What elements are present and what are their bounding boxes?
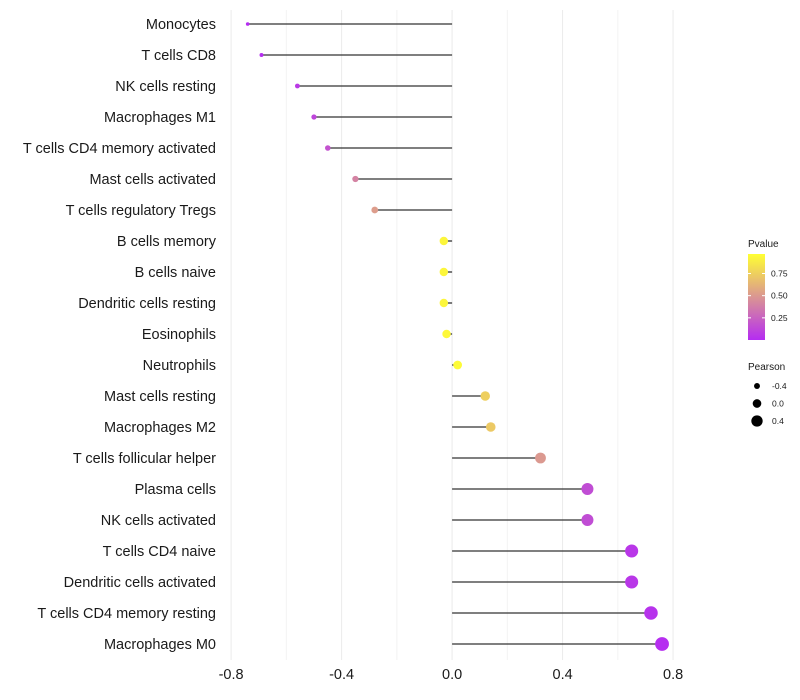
x-tick-label: 0.8 xyxy=(663,667,683,683)
category-label: Macrophages M2 xyxy=(104,420,216,436)
pearson-legend-title: Pearson xyxy=(748,362,785,373)
point-b-cells-naive xyxy=(439,267,449,277)
point-t-cells-cd4-naive xyxy=(625,544,639,558)
category-label: Mast cells resting xyxy=(104,389,216,405)
pearson-legend-label: -0.4 xyxy=(772,381,787,391)
point-monocytes xyxy=(245,22,250,26)
pearson-legend-label: 0.0 xyxy=(772,399,784,409)
point-t-cells-cd8 xyxy=(259,53,264,57)
pvalue-legend-label: 0.50 xyxy=(771,291,788,301)
stem-layer xyxy=(247,23,663,645)
pvalue-colorbar xyxy=(748,254,765,340)
point-eosinophils xyxy=(442,329,451,339)
point-macrophages-m1 xyxy=(311,114,317,120)
category-label: Dendritic cells resting xyxy=(78,296,216,312)
point-nk-cells-activated xyxy=(581,514,594,526)
pearson-legend-label: 0.4 xyxy=(772,416,784,426)
point-dendritic-cells-resting xyxy=(439,298,449,308)
category-label: NK cells activated xyxy=(101,513,216,529)
point-macrophages-m0 xyxy=(655,637,669,651)
x-tick-label: 0.4 xyxy=(553,667,573,683)
category-label: T cells follicular helper xyxy=(73,451,216,467)
point-t-cells-regulatory-tregs xyxy=(371,206,379,214)
category-label: Monocytes xyxy=(146,17,216,33)
category-label: Macrophages M1 xyxy=(104,110,216,126)
category-label: NK cells resting xyxy=(115,79,216,95)
pvalue-legend-ticks: 0.25 0.50 0.75 xyxy=(748,269,788,323)
category-label: Dendritic cells activated xyxy=(64,575,216,591)
pearson-legend-key xyxy=(752,399,762,408)
point-layer xyxy=(245,22,669,651)
pvalue-legend-label: 0.25 xyxy=(771,313,788,323)
pearson-legend-key xyxy=(754,383,760,389)
category-label: T cells CD4 memory resting xyxy=(37,606,216,622)
category-label: Mast cells activated xyxy=(89,172,216,188)
x-axis-ticks: -0.8 -0.4 0.0 0.4 0.8 xyxy=(219,667,684,683)
point-b-cells-memory xyxy=(439,236,449,246)
category-label: T cells CD4 memory activated xyxy=(23,141,216,157)
category-label: T cells regulatory Tregs xyxy=(66,203,216,219)
category-label: T cells CD8 xyxy=(141,48,216,64)
pvalue-legend-label: 0.75 xyxy=(771,269,788,279)
point-plasma-cells xyxy=(581,483,594,495)
category-label: Macrophages M0 xyxy=(104,637,216,653)
pearson-legend-key xyxy=(751,415,763,427)
category-label: Plasma cells xyxy=(135,482,216,498)
category-labels: Monocytes T cells CD8 NK cells resting Macr… xyxy=(23,17,217,653)
point-mast-cells-resting xyxy=(480,391,490,401)
x-tick-label: 0.0 xyxy=(442,667,462,683)
legend: Pvalue 0.25 0.50 0.75 Pearson -0.4 0.0 0.4 xyxy=(748,239,788,427)
point-mast-cells-activated xyxy=(352,175,359,183)
category-label: B cells naive xyxy=(135,265,216,281)
pearson-legend-keys: -0.4 0.0 0.4 xyxy=(751,381,787,427)
pvalue-legend-title: Pvalue xyxy=(748,239,779,250)
point-neutrophils xyxy=(453,360,463,370)
point-macrophages-m2 xyxy=(485,422,496,432)
point-dendritic-cells-activated xyxy=(625,575,639,589)
point-t-cells-cd4-memory-activated xyxy=(324,145,331,151)
x-tick-label: -0.4 xyxy=(329,667,354,683)
category-label: Neutrophils xyxy=(143,358,216,374)
point-nk-cells-resting xyxy=(294,83,300,89)
category-label: Eosinophils xyxy=(142,327,216,343)
point-t-cells-follicular-helper xyxy=(535,452,546,464)
category-label: B cells memory xyxy=(117,234,217,250)
x-tick-label: -0.8 xyxy=(219,667,244,683)
grid-layer xyxy=(230,10,674,660)
point-t-cells-cd4-memory-resting xyxy=(644,606,658,620)
category-label: T cells CD4 naive xyxy=(103,544,216,560)
